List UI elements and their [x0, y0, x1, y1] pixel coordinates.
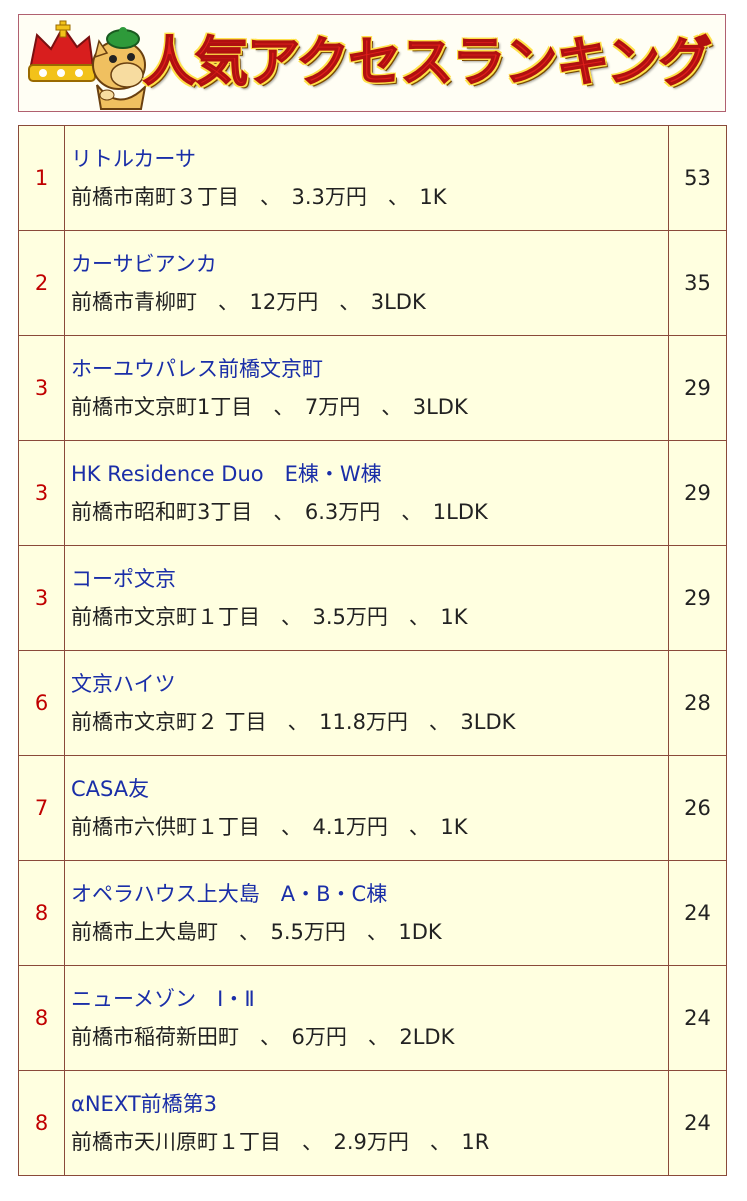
property-name-link[interactable]: コーポ文京	[71, 567, 176, 591]
ranking-table: 1 リトルカーサ 前橋市南町３丁目 、 3.3万円 、 1K 53 2 カーサビアンカ 前橋…	[18, 125, 727, 1176]
rank-number: 3	[18, 440, 65, 546]
rank-number: 8	[18, 1070, 65, 1176]
property-details: 前橋市天川原町１丁目 、 2.9万円 、 1R	[71, 1130, 490, 1154]
access-count: 53	[668, 125, 727, 231]
property-info-cell: コーポ文京前橋市文京町１丁目 、 3.5万円 、 1K	[64, 545, 669, 651]
property-details: 前橋市文京町２ 丁目 、 11.8万円 、 3LDK	[71, 710, 516, 734]
rank-number: 8	[18, 965, 65, 1071]
property-name-link[interactable]: HK Residence Duo E棟・W棟	[71, 462, 382, 486]
property-details: 前橋市稲荷新田町 、 6万円 、 2LDK	[71, 1025, 455, 1049]
ranking-row: 3 ホーユウパレス前橋文京町 前橋市文京町1丁目 、 7万円 、 3LDK 29	[18, 335, 727, 441]
property-details: 前橋市文京町1丁目 、 7万円 、 3LDK	[71, 395, 468, 419]
ranking-row: 8 オペラハウス上大島 A・B・C棟 前橋市上大島町 、 5.5万円 、 1DK 24	[18, 860, 727, 966]
crown-horse-mascot-icon	[28, 20, 147, 110]
property-name-link[interactable]: αNEXT前橋第3	[71, 1092, 218, 1116]
property-details: 前橋市上大島町 、 5.5万円 、 1DK	[71, 920, 442, 944]
access-count: 24	[668, 1070, 727, 1176]
property-info-cell: リトルカーサ前橋市南町３丁目 、 3.3万円 、 1K	[64, 125, 669, 231]
property-info-cell: CASA友前橋市六供町１丁目 、 4.1万円 、 1K	[64, 755, 669, 861]
property-name-link[interactable]: リトルカーサ	[71, 147, 196, 171]
rank-number: 1	[18, 125, 65, 231]
ranking-banner: 人気アクセスランキング	[18, 14, 726, 112]
property-info-cell: αNEXT前橋第3 前橋市天川原町１丁目 、 2.9万円 、 1R	[64, 1070, 669, 1176]
access-count: 35	[668, 230, 727, 336]
access-count: 24	[668, 965, 727, 1071]
rank-number: 3	[18, 335, 65, 441]
access-count: 29	[668, 545, 727, 651]
rank-number: 3	[18, 545, 65, 651]
access-count: 28	[668, 650, 727, 756]
access-count: 24	[668, 860, 727, 966]
property-name-link[interactable]: CASA友	[71, 777, 150, 801]
property-info-cell: ニューメゾン Ⅰ・Ⅱ 前橋市稲荷新田町 、 6万円 、 2LDK	[64, 965, 669, 1071]
page-title: 人気アクセスランキング	[142, 31, 712, 94]
rank-number: 8	[18, 860, 65, 966]
property-name-link[interactable]: 文京ハイツ	[71, 672, 176, 696]
property-info-cell: オペラハウス上大島 A・B・C棟前橋市上大島町 、 5.5万円 、 1DK	[64, 860, 669, 966]
rank-number: 7	[18, 755, 65, 861]
property-info-cell: カーサビアンカ前橋市青柳町 、 12万円 、 3LDK	[64, 230, 669, 336]
access-count: 29	[668, 440, 727, 546]
ranking-row: 3 HK Residence Duo E棟・W棟前橋市昭和町3丁目 、 6.3万円…	[18, 440, 727, 546]
ranking-row: 8 αNEXT前橋第3 前橋市天川原町１丁目 、 2.9万円 、 1R 24	[18, 1070, 727, 1176]
property-name-link[interactable]: オペラハウス上大島 A・B・C棟	[71, 882, 388, 906]
property-name-link[interactable]: ニューメゾン Ⅰ・Ⅱ	[71, 987, 255, 1011]
property-info-cell: 文京ハイツ前橋市文京町２ 丁目 、 11.8万円 、 3LDK	[64, 650, 669, 756]
ranking-row: 2 カーサビアンカ 前橋市青柳町 、 12万円 、 3LDK 35	[18, 230, 727, 336]
property-details: 前橋市文京町１丁目 、 3.5万円 、 1K	[71, 605, 468, 629]
property-details: 前橋市昭和町3丁目 、 6.3万円 、 1LDK	[71, 500, 488, 524]
rank-number: 6	[18, 650, 65, 756]
property-details: 前橋市六供町１丁目 、 4.1万円 、 1K	[71, 815, 468, 839]
ranking-row: 3 コーポ文京 前橋市文京町１丁目 、 3.5万円 、 1K 29	[18, 545, 727, 651]
property-info-cell: ホーユウパレス前橋文京町前橋市文京町1丁目 、 7万円 、 3LDK	[64, 335, 669, 441]
access-count: 26	[668, 755, 727, 861]
property-details: 前橋市青柳町 、 12万円 、 3LDK	[71, 290, 426, 314]
ranking-row: 7 CASA友 前橋市六供町１丁目 、 4.1万円 、 1K 26	[18, 755, 727, 861]
ranking-row: 8 ニューメゾン Ⅰ・Ⅱ 前橋市稲荷新田町 、 6万円 、 2LDK 24	[18, 965, 727, 1071]
ranking-table-body: 1 リトルカーサ 前橋市南町３丁目 、 3.3万円 、 1K 53 2 カーサビアンカ 前橋…	[18, 125, 727, 1176]
ranking-row: 1 リトルカーサ 前橋市南町３丁目 、 3.3万円 、 1K 53	[18, 125, 727, 231]
property-name-link[interactable]: カーサビアンカ	[71, 252, 217, 276]
property-name-link[interactable]: ホーユウパレス前橋文京町	[71, 357, 323, 381]
property-info-cell: HK Residence Duo E棟・W棟前橋市昭和町3丁目 、 6.3万円 …	[64, 440, 669, 546]
ranking-row: 6 文京ハイツ 前橋市文京町２ 丁目 、 11.8万円 、 3LDK 28	[18, 650, 727, 756]
property-details: 前橋市南町３丁目 、 3.3万円 、 1K	[71, 185, 447, 209]
rank-number: 2	[18, 230, 65, 336]
access-count: 29	[668, 335, 727, 441]
